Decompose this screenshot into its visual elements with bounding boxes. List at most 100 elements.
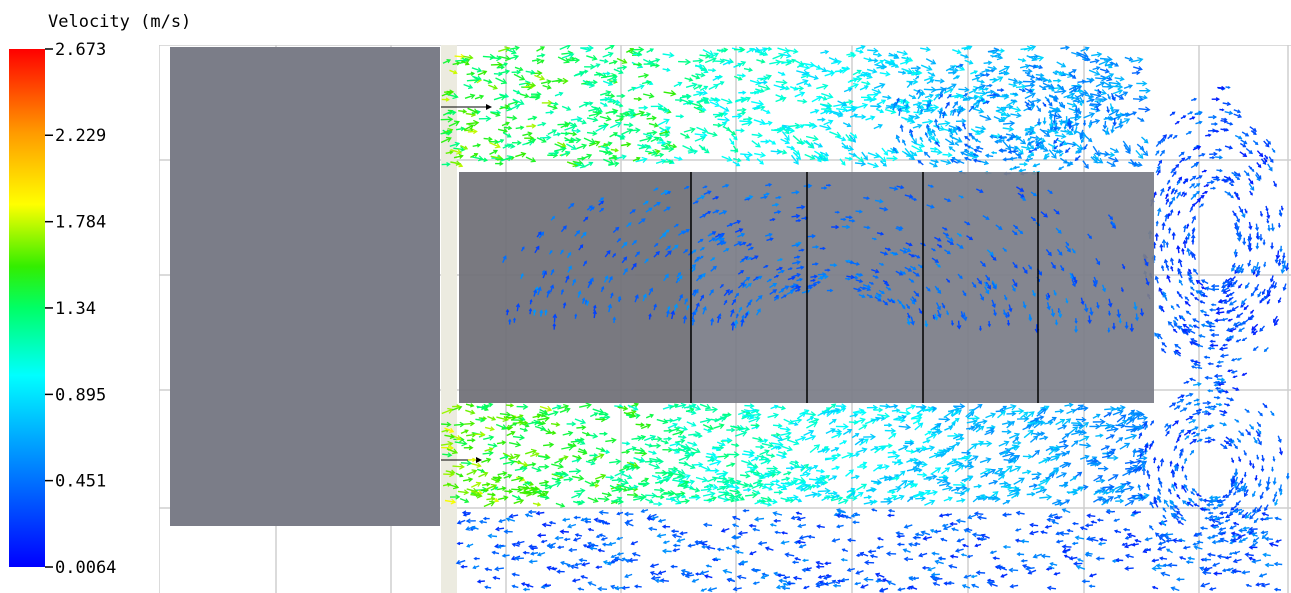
velocity-arrow — [502, 132, 511, 138]
velocity-arrowhead — [1097, 475, 1104, 480]
velocity-arrow — [1093, 475, 1103, 482]
velocity-arrowhead — [711, 452, 717, 458]
velocity-arrowhead — [944, 120, 951, 127]
velocity-arrow — [584, 102, 593, 106]
velocity-arrow — [527, 116, 537, 121]
velocity-arrow — [797, 99, 807, 103]
velocity-arrow — [694, 133, 707, 137]
velocity-arrowhead — [781, 71, 786, 76]
velocity-arrowhead — [853, 419, 859, 425]
velocity-arrowhead — [951, 83, 957, 89]
velocity-arrow — [593, 453, 604, 460]
velocity-arrow — [518, 81, 530, 86]
velocity-arrowhead — [1043, 146, 1049, 152]
velocity-arrowhead — [1095, 92, 1102, 99]
velocity-arrowhead — [1108, 64, 1113, 69]
velocity-arrowhead — [452, 92, 459, 100]
velocity-arrow — [787, 49, 798, 53]
velocity-arrow — [599, 91, 611, 96]
velocity-arrowhead — [603, 102, 608, 107]
velocity-arrow — [934, 79, 944, 82]
velocity-arrow — [632, 157, 640, 162]
velocity-arrow — [1112, 89, 1123, 95]
velocity-arrowhead — [564, 131, 570, 136]
velocity-arrow — [467, 130, 477, 133]
velocity-arrow — [550, 423, 560, 426]
velocity-arrow — [852, 69, 862, 76]
velocity-arrowhead — [1003, 65, 1011, 72]
velocity-arrowhead — [1138, 153, 1144, 159]
velocity-arrowhead — [716, 75, 721, 81]
velocity-arrowhead — [705, 53, 711, 59]
velocity-arrowhead — [824, 49, 830, 55]
velocity-arrow — [441, 91, 452, 97]
velocity-arrow — [483, 79, 492, 84]
velocity-arrowhead — [1084, 46, 1090, 52]
velocity-arrow — [680, 132, 690, 139]
velocity-arrowhead — [703, 85, 709, 91]
velocity-arrow — [623, 123, 633, 126]
velocity-arrow — [788, 124, 800, 128]
velocity-arrow — [514, 66, 523, 71]
velocity-arrowhead — [822, 83, 829, 90]
velocity-arrowhead — [1100, 89, 1108, 96]
velocity-arrowhead — [927, 118, 934, 125]
velocity-arrow — [848, 54, 856, 58]
velocity-arrow — [650, 58, 660, 63]
velocity-arrowhead — [1058, 71, 1064, 76]
velocity-arrow — [1017, 58, 1026, 62]
velocity-arrow — [1128, 111, 1137, 116]
velocity-arrow — [504, 144, 515, 148]
velocity-arrowhead — [1017, 154, 1023, 159]
velocity-arrowhead — [881, 99, 887, 105]
velocity-arrowhead — [1136, 70, 1141, 76]
velocity-arrowhead — [1029, 45, 1037, 51]
velocity-arrow — [739, 120, 752, 123]
velocity-arrow — [646, 131, 657, 135]
velocity-arrowhead — [1068, 92, 1076, 98]
velocity-arrow — [574, 162, 586, 168]
velocity-arrow — [545, 111, 554, 114]
velocity-arrowhead — [902, 70, 907, 75]
velocity-arrowhead — [710, 56, 717, 63]
velocity-arrowhead — [600, 124, 608, 131]
velocity-arrowhead — [863, 155, 868, 161]
velocity-arrowhead — [473, 76, 480, 84]
velocity-arrowhead — [603, 142, 610, 149]
velocity-arrowhead — [735, 162, 741, 167]
velocity-arrow — [1022, 69, 1032, 72]
velocity-arrowhead — [554, 101, 559, 106]
velocity-arrow — [1060, 46, 1069, 50]
velocity-arrowhead — [536, 70, 543, 77]
velocity-arrowhead — [645, 136, 653, 143]
velocity-arrowhead — [903, 104, 910, 111]
velocity-arrow — [926, 79, 934, 85]
velocity-arrow — [639, 137, 652, 142]
velocity-arrowhead — [802, 69, 809, 76]
velocity-arrow — [1118, 91, 1128, 98]
velocity-arrowhead — [487, 79, 493, 84]
velocity-arrowhead — [985, 68, 990, 73]
velocity-arrow — [911, 145, 923, 152]
velocity-arrowhead — [557, 77, 563, 84]
velocity-arrow — [466, 72, 474, 76]
velocity-arrowhead — [622, 405, 629, 411]
velocity-arrow — [808, 75, 819, 80]
velocity-arrowhead — [832, 490, 838, 496]
velocity-arrowhead — [847, 145, 855, 152]
velocity-arrowhead — [759, 88, 765, 93]
velocity-arrow — [1013, 81, 1023, 84]
velocity-arrowhead — [911, 138, 917, 145]
velocity-arrow — [685, 83, 697, 88]
velocity-arrowhead — [668, 52, 675, 59]
velocity-arrow — [952, 49, 961, 54]
velocity-arrow — [737, 74, 746, 77]
velocity-arrow — [470, 153, 478, 159]
velocity-arrowhead — [825, 104, 831, 109]
velocity-arrowhead — [698, 57, 704, 64]
velocity-arrowhead — [713, 84, 719, 90]
velocity-arrow — [1106, 161, 1116, 167]
velocity-arrowhead — [462, 109, 468, 114]
velocity-arrowhead — [945, 159, 952, 165]
velocity-arrowhead — [763, 75, 769, 82]
